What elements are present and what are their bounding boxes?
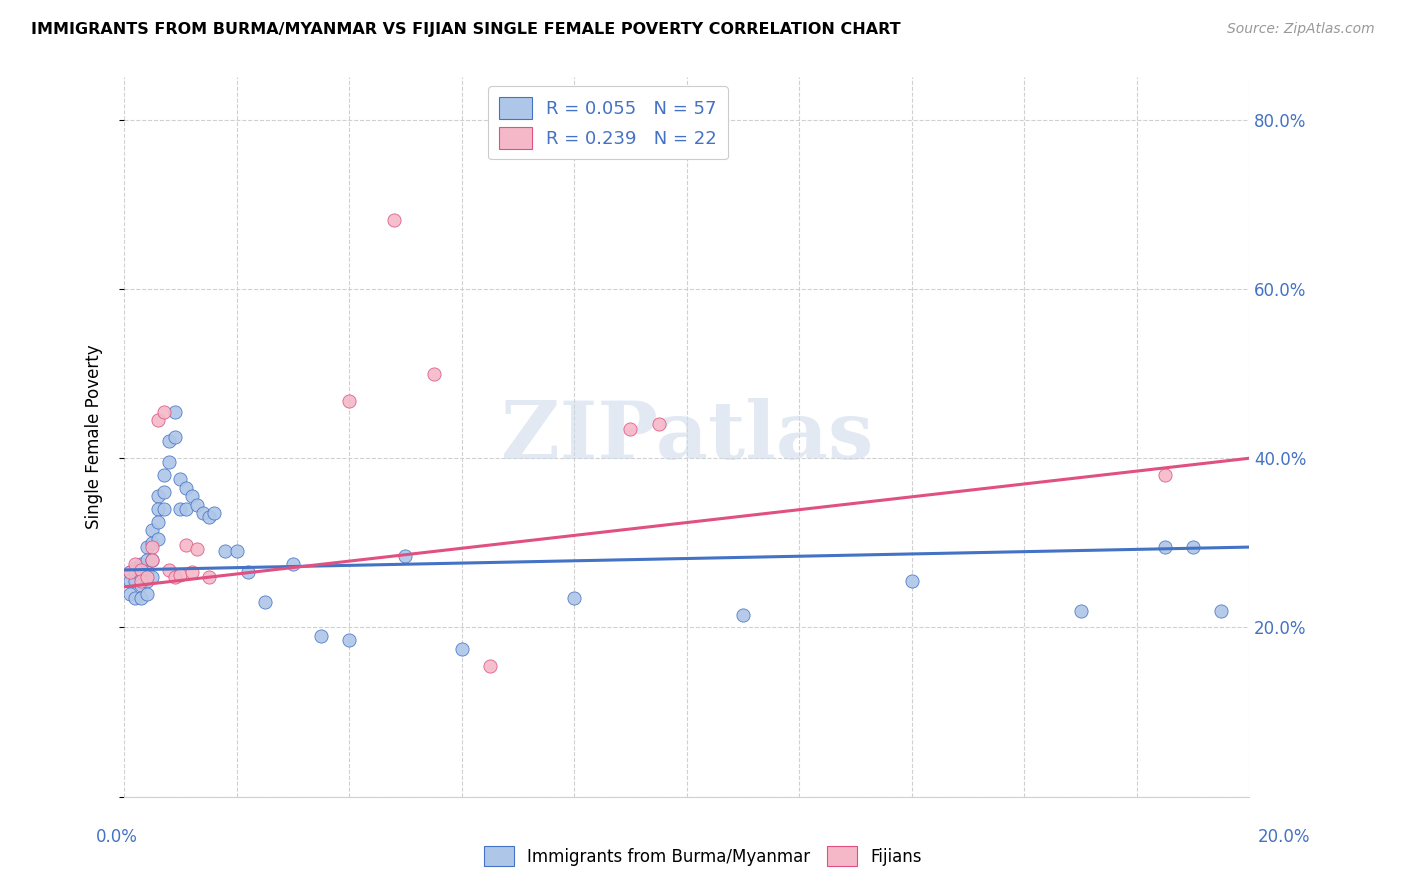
Point	[174, 481, 197, 495]
Point	[124, 574, 146, 588]
Point	[1154, 468, 1177, 483]
Point	[337, 393, 360, 408]
Point	[135, 553, 157, 567]
Point	[382, 212, 405, 227]
Point	[337, 633, 360, 648]
Point	[157, 455, 180, 469]
Point	[186, 541, 208, 556]
Point	[731, 607, 754, 622]
Point	[135, 540, 157, 554]
Point	[129, 570, 152, 584]
Y-axis label: Single Female Poverty: Single Female Poverty	[86, 345, 103, 529]
Point	[129, 563, 152, 577]
Point	[1182, 540, 1205, 554]
Point	[174, 537, 197, 551]
Point	[146, 515, 169, 529]
Point	[146, 413, 169, 427]
Point	[129, 561, 152, 575]
Point	[135, 587, 157, 601]
Point	[619, 422, 641, 436]
Point	[163, 405, 186, 419]
Point	[118, 574, 141, 588]
Text: IMMIGRANTS FROM BURMA/MYANMAR VS FIJIAN SINGLE FEMALE POVERTY CORRELATION CHART: IMMIGRANTS FROM BURMA/MYANMAR VS FIJIAN …	[31, 22, 901, 37]
Point	[186, 498, 208, 512]
Point	[141, 540, 163, 554]
Point	[225, 544, 247, 558]
Point	[169, 472, 191, 486]
Point	[141, 523, 163, 537]
Point	[281, 557, 304, 571]
Point	[394, 549, 416, 563]
Point	[180, 566, 202, 580]
Point	[129, 557, 152, 571]
Point	[202, 506, 225, 520]
Point	[124, 566, 146, 580]
Point	[124, 591, 146, 605]
Point	[180, 489, 202, 503]
Text: 0.0%: 0.0%	[96, 828, 138, 846]
Point	[157, 434, 180, 449]
Point	[146, 502, 169, 516]
Point	[135, 570, 157, 584]
Point	[191, 506, 214, 520]
Point	[900, 574, 922, 588]
Legend: Immigrants from Burma/Myanmar, Fijians: Immigrants from Burma/Myanmar, Fijians	[478, 839, 928, 873]
Point	[124, 561, 146, 575]
Point	[124, 557, 146, 571]
Point	[141, 553, 163, 567]
Point	[422, 367, 444, 381]
Point	[197, 510, 219, 524]
Point	[129, 578, 152, 592]
Point	[141, 553, 163, 567]
Text: ZIPatlas: ZIPatlas	[501, 398, 873, 476]
Point	[169, 568, 191, 582]
Point	[478, 658, 501, 673]
Point	[197, 570, 219, 584]
Point	[146, 489, 169, 503]
Point	[450, 641, 472, 656]
Point	[129, 574, 152, 588]
Point	[152, 468, 174, 483]
Point	[141, 536, 163, 550]
Point	[135, 566, 157, 580]
Point	[152, 405, 174, 419]
Point	[152, 485, 174, 500]
Point	[118, 587, 141, 601]
Point	[118, 566, 141, 580]
Point	[236, 566, 259, 580]
Point	[163, 430, 186, 444]
Point	[174, 502, 197, 516]
Point	[562, 591, 585, 605]
Point	[157, 563, 180, 577]
Point	[1154, 540, 1177, 554]
Point	[1069, 603, 1091, 617]
Legend: R = 0.055   N = 57, R = 0.239   N = 22: R = 0.055 N = 57, R = 0.239 N = 22	[488, 87, 728, 160]
Point	[118, 566, 141, 580]
Point	[152, 502, 174, 516]
Point	[163, 570, 186, 584]
Point	[169, 502, 191, 516]
Point	[129, 591, 152, 605]
Point	[135, 574, 157, 588]
Text: Source: ZipAtlas.com: Source: ZipAtlas.com	[1227, 22, 1375, 37]
Point	[214, 544, 236, 558]
Point	[253, 595, 276, 609]
Point	[309, 629, 332, 643]
Point	[647, 417, 669, 432]
Text: 20.0%: 20.0%	[1258, 828, 1310, 846]
Point	[141, 570, 163, 584]
Point	[146, 532, 169, 546]
Point	[1211, 603, 1233, 617]
